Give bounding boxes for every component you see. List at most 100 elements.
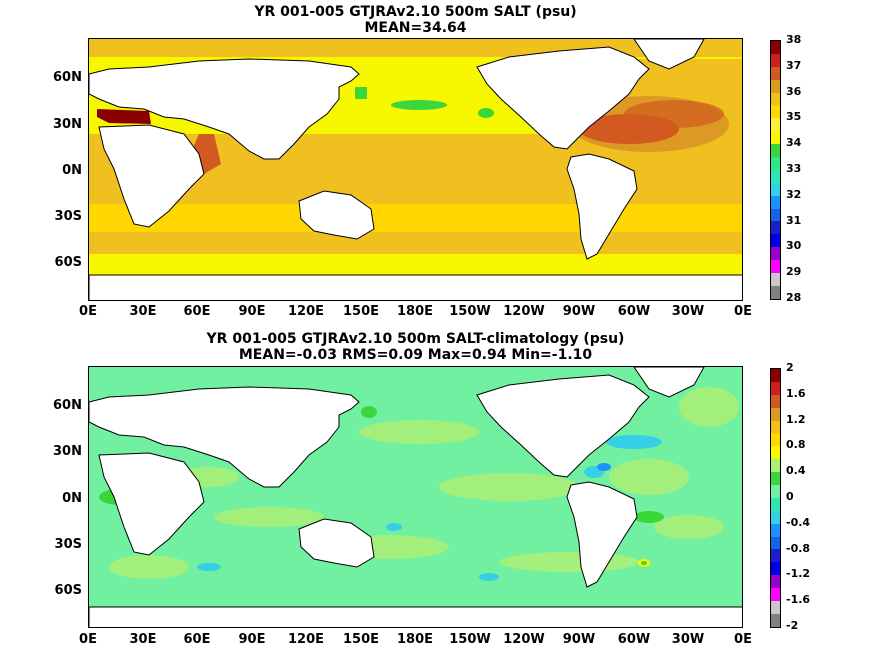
colorbar-tick-label: 0.4 (786, 464, 806, 478)
colorbar-tick-label: 35 (786, 110, 802, 124)
lon-label: 90W (562, 304, 596, 319)
lat-label-30s: 30S (54, 209, 82, 224)
lon-label: 90W (562, 632, 596, 647)
lon-label: 30E (129, 304, 157, 319)
salinity-anomaly-map (88, 366, 743, 628)
lon-label: 150E (342, 632, 380, 647)
colorbar-swatch (771, 273, 780, 286)
colorbar-swatch (771, 92, 780, 106)
colorbar-tick-label: 30 (786, 239, 802, 253)
colorbar-tick-label: -1.2 (786, 567, 811, 581)
colorbar-tick-label: -0.4 (786, 515, 811, 529)
lon-label: 30W (671, 632, 705, 647)
lon-label: 150W (449, 304, 491, 319)
colorbar-swatch (771, 131, 780, 145)
colorbar-swatch (771, 234, 780, 248)
lon-label: 90E (238, 304, 266, 319)
colorbar-tick-label: 36 (786, 84, 802, 98)
colorbar-swatch (771, 118, 780, 132)
colorbar-tick-label: 32 (786, 187, 802, 201)
panel2-title: YR 001-005 GTJRAv2.10 500m SALT-climatol… (206, 331, 625, 347)
colorbar-swatch (771, 420, 780, 434)
colorbar-swatch (771, 369, 780, 382)
lon-label: 120W (503, 632, 545, 647)
colorbar-swatch (771, 613, 780, 627)
colorbar-swatch (771, 221, 780, 235)
colorbar-swatch (771, 41, 780, 54)
colorbar-tick-label: 33 (786, 162, 802, 175)
panel1-title: YR 001-005 GTJRAv2.10 500m SALT (psu) (254, 4, 577, 20)
lon-label: 60W (617, 632, 651, 647)
colorbar-swatch (771, 510, 780, 524)
panel1-subtitle: MEAN=34.64 (364, 20, 467, 36)
colorbar-swatch (771, 588, 780, 602)
colorbar-tick-label: 34 (786, 136, 802, 150)
colorbar-swatch (771, 66, 780, 80)
lon-label: 120E (287, 304, 325, 319)
colorbar-swatch (771, 562, 780, 576)
colorbar-swatch (771, 575, 780, 589)
colorbar-swatch (771, 169, 780, 183)
colorbar-swatch (771, 195, 780, 209)
lat-label-60n: 60N (53, 398, 82, 413)
colorbar-swatch (771, 144, 780, 158)
lat-label-60s: 60S (54, 583, 82, 598)
lon-label: 150W (449, 632, 491, 647)
panel2-subtitle: MEAN=-0.03 RMS=0.09 Max=0.94 Min=-1.10 (238, 347, 593, 363)
colorbar-tick-label: -1.6 (786, 593, 811, 607)
colorbar-tick-label: -0.8 (786, 541, 811, 555)
colorbar-swatch (771, 381, 780, 395)
colorbar-swatch (771, 285, 780, 299)
lon-label: 90E (238, 632, 266, 647)
colorbar-tick-label: 2 (786, 361, 794, 374)
colorbar-swatch (771, 407, 780, 421)
colorbar-swatch (771, 433, 780, 447)
lon-label: 60E (183, 632, 211, 647)
colorbar-swatch (771, 459, 780, 473)
lon-label: 0E (734, 632, 752, 647)
colorbar-tick-label: 28 (786, 291, 802, 304)
colorbar-swatch (771, 536, 780, 550)
colorbar-swatch (771, 497, 780, 511)
lat-label-30s: 30S (54, 537, 82, 552)
lon-label: 30E (129, 632, 157, 647)
colorbar-tick-label: 0 (786, 490, 794, 503)
colorbar-tick-label: 1.6 (786, 386, 806, 400)
colorbar-swatch (771, 53, 780, 67)
colorbar-swatch (771, 549, 780, 563)
lon-label: 0E (79, 632, 97, 647)
lon-label: 120E (287, 632, 325, 647)
colorbar-swatch (771, 260, 780, 274)
lat-label-30n: 30N (53, 444, 82, 459)
colorbar-swatch (771, 182, 780, 196)
lon-label: 0E (734, 304, 752, 319)
lon-label: 30W (671, 304, 705, 319)
lat-label-60s: 60S (54, 255, 82, 270)
colorbar-tick-label: 31 (786, 213, 802, 227)
lon-label: 180E (396, 304, 434, 319)
colorbar-swatch (771, 446, 780, 460)
lat-label-0n: 0N (62, 491, 82, 506)
lon-label: 120W (503, 304, 545, 319)
salinity-colorbar (770, 40, 781, 300)
colorbar-swatch (771, 247, 780, 261)
lon-label: 60W (617, 304, 651, 319)
lat-label-30n: 30N (53, 117, 82, 132)
lat-label-60n: 60N (53, 70, 82, 85)
colorbar-swatch (771, 523, 780, 537)
colorbar-tick-label: 0.8 (786, 438, 806, 452)
colorbar-swatch (771, 601, 780, 614)
lon-label: 0E (79, 304, 97, 319)
colorbar-tick-label: 38 (786, 33, 802, 46)
colorbar-swatch (771, 485, 780, 498)
lon-label: 180E (396, 632, 434, 647)
salinity-map (88, 38, 743, 301)
colorbar-tick-label: -2 (786, 619, 799, 632)
colorbar-swatch (771, 79, 780, 93)
colorbar-swatch (771, 208, 780, 222)
anomaly-colorbar (770, 368, 781, 628)
lat-label-0n: 0N (62, 163, 82, 178)
colorbar-swatch (771, 157, 780, 170)
lon-label: 150E (342, 304, 380, 319)
colorbar-tick-label: 1.2 (786, 412, 806, 426)
